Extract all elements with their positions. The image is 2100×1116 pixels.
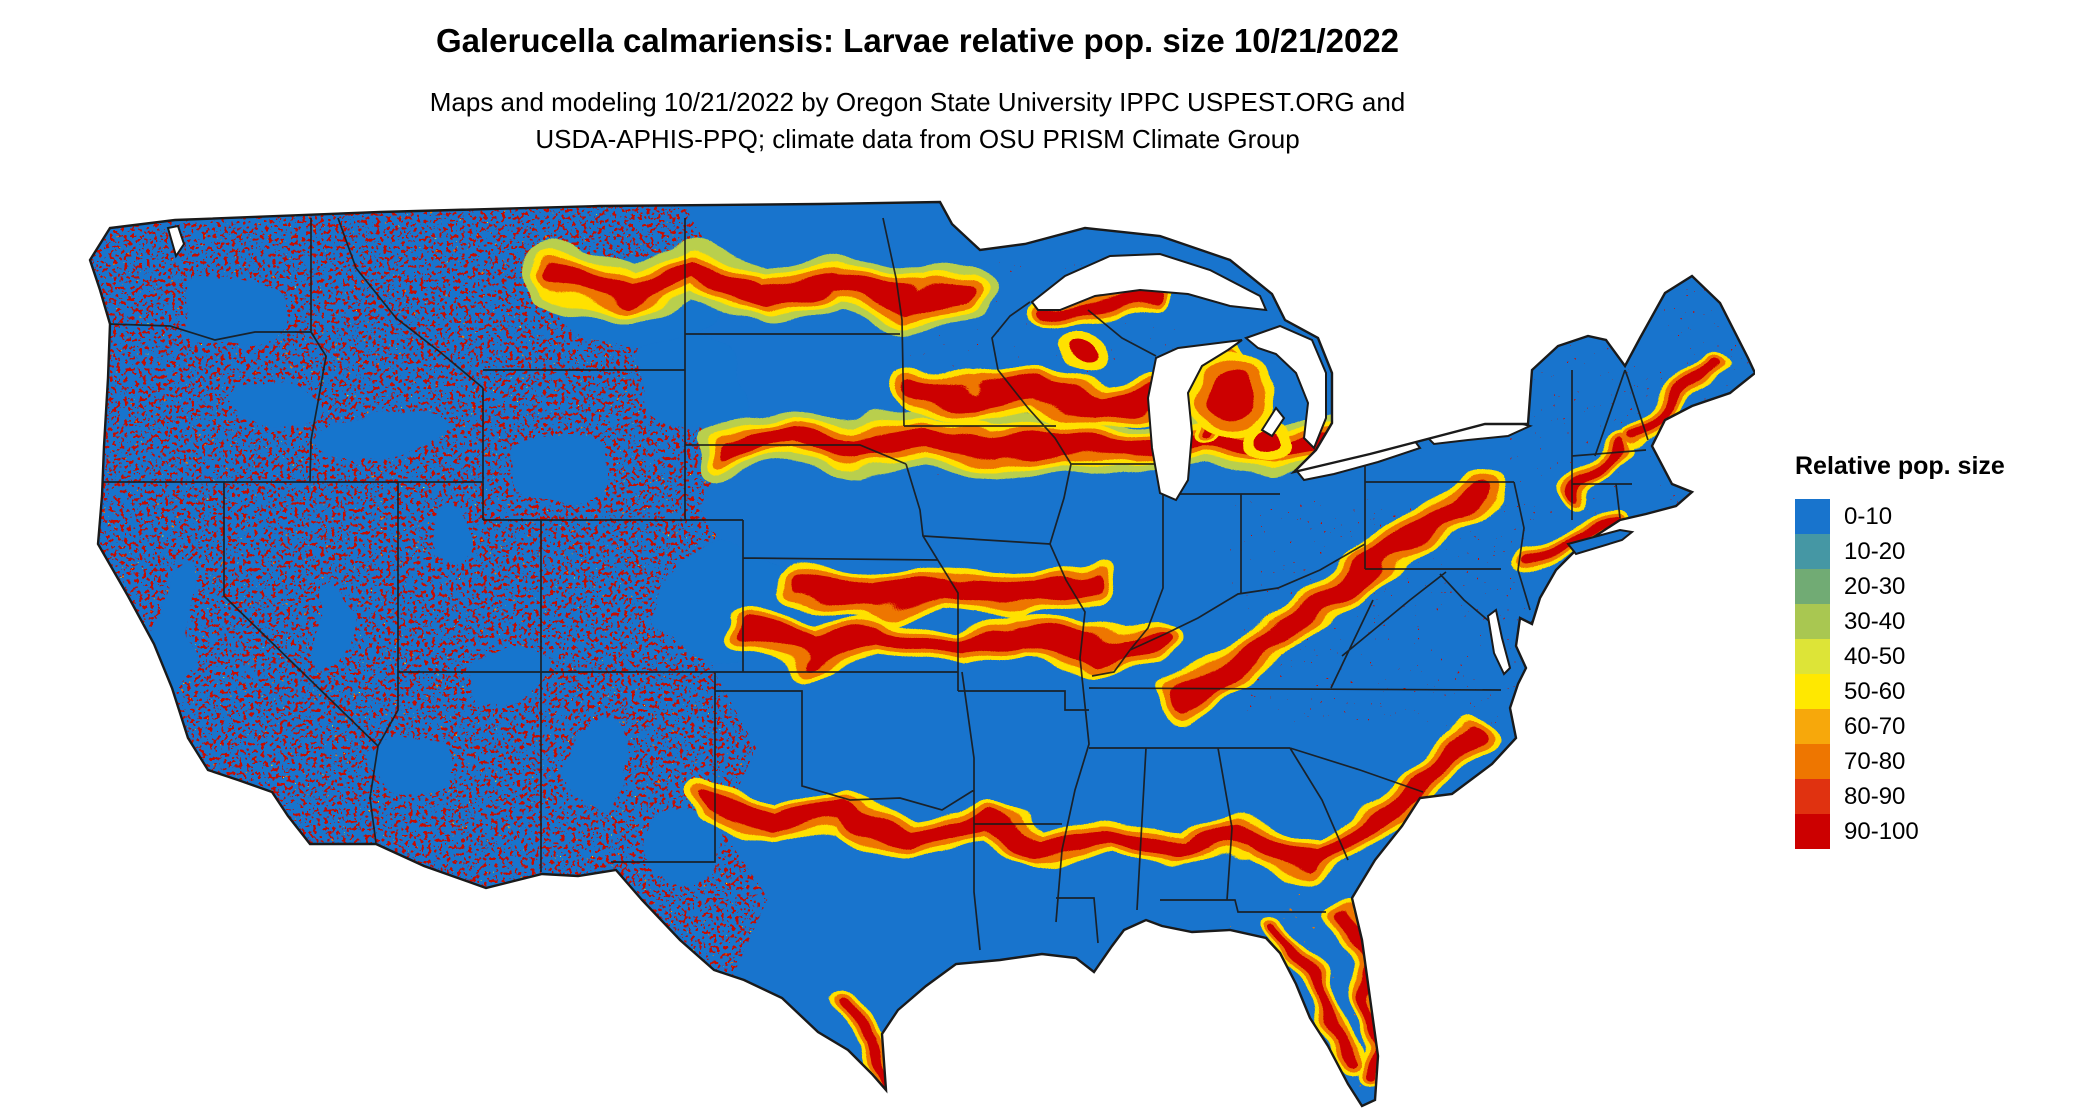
lake-michigan xyxy=(1146,339,1243,502)
legend-label: 20-30 xyxy=(1844,572,1906,600)
us-map-svg xyxy=(88,200,1755,1108)
legend-item: 90-100 xyxy=(1795,814,2005,849)
map-raster xyxy=(90,202,1755,1106)
map-legend: Relative pop. size 0-10 10-20 20-30 30-40 40… xyxy=(1795,452,2005,849)
legend-label: 30-40 xyxy=(1844,607,1906,635)
legend-label: 80-90 xyxy=(1844,782,1906,810)
legend-title: Relative pop. size xyxy=(1795,452,2005,480)
legend-label: 40-50 xyxy=(1844,642,1906,670)
legend-label: 90-100 xyxy=(1844,817,1919,845)
legend-swatch xyxy=(1795,709,1830,744)
legend-item: 0-10 xyxy=(1795,499,2005,534)
legend-item: 10-20 xyxy=(1795,534,2005,569)
legend-label: 0-10 xyxy=(1844,502,1893,530)
legend-label: 50-60 xyxy=(1844,677,1906,705)
newengland-sparse-speckle xyxy=(1510,288,1755,538)
legend-swatch xyxy=(1795,499,1830,534)
legend-swatch xyxy=(1795,569,1830,604)
chesapeake-bay xyxy=(1486,608,1512,676)
legend-label: 60-70 xyxy=(1844,712,1906,740)
legend-item: 50-60 xyxy=(1795,674,2005,709)
legend-swatch xyxy=(1795,744,1830,779)
figure-title: Galerucella calmariensis: Larvae relativ… xyxy=(435,22,1400,59)
saginaw-bay xyxy=(1260,406,1286,438)
legend-item: 20-30 xyxy=(1795,569,2005,604)
legend-swatch xyxy=(1795,674,1830,709)
figure-header: Galerucella calmariensis: Larvae relativ… xyxy=(80,22,1755,158)
legend-label: 70-80 xyxy=(1844,747,1906,775)
long-island xyxy=(1566,528,1635,556)
legend-item: 80-90 xyxy=(1795,779,2005,814)
legend-item: 70-80 xyxy=(1795,744,2005,779)
legend-swatch xyxy=(1795,814,1830,849)
lake-superior xyxy=(1030,252,1268,312)
great-lakes xyxy=(166,224,1542,676)
legend-label: 10-20 xyxy=(1844,537,1906,565)
legend-swatch xyxy=(1795,604,1830,639)
us-map xyxy=(80,198,1755,1108)
puget-sound xyxy=(166,224,186,259)
legend-item: 60-70 xyxy=(1795,709,2005,744)
legend-swatch xyxy=(1795,639,1830,674)
lake-huron xyxy=(1244,324,1327,450)
delaware-bay xyxy=(1524,620,1542,644)
figure-subtitle-line1: Maps and modeling 10/21/2022 by Oregon S… xyxy=(429,87,1406,117)
legend-swatch xyxy=(1795,779,1830,814)
population-bands xyxy=(550,268,1716,1080)
legend-swatch xyxy=(1795,534,1830,569)
legend-items: 0-10 10-20 20-30 30-40 40-50 50-60 60-70 70-80 8… xyxy=(1795,499,2005,849)
figure-subtitle-line2: USDA-APHIS-PPQ; climate data from OSU PR… xyxy=(535,124,1300,154)
legend-item: 30-40 xyxy=(1795,604,2005,639)
state-borders xyxy=(103,217,1649,951)
legend-item: 40-50 xyxy=(1795,639,2005,674)
